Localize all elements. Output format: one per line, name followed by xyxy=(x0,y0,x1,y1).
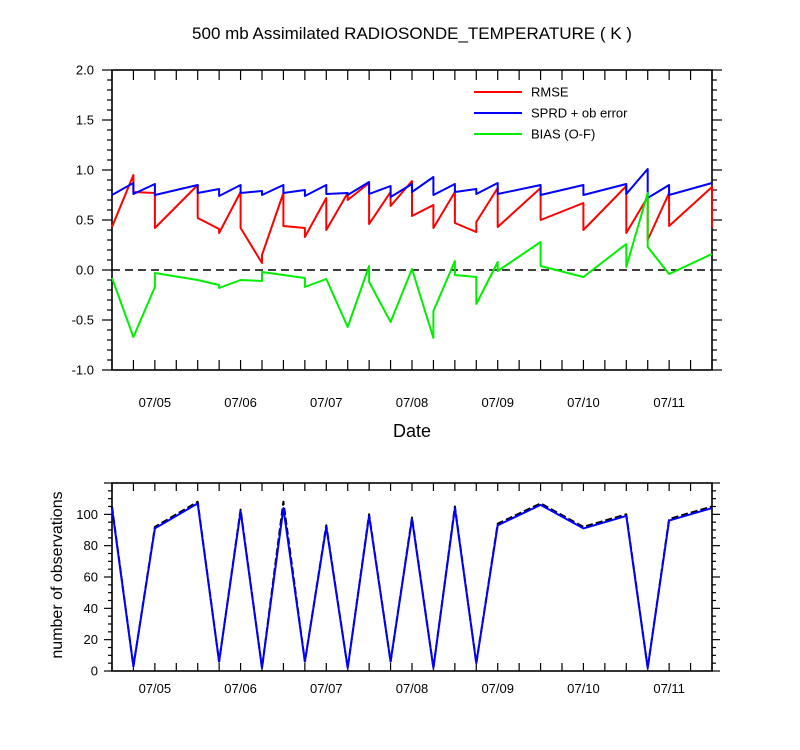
x-tick-label: 07/07 xyxy=(310,395,343,410)
bottom-panel: 07/05 07/06 07/07 07/08 07/09 07/10 07/11 0 20 40… xyxy=(76,482,720,696)
top-panel: 07/05 07/06 07/07 07/08 07/09 07/10 07/11 -1.0 -… xyxy=(72,63,722,410)
y-tick-label: 60 xyxy=(84,570,98,585)
y-tick-label: 40 xyxy=(84,601,98,616)
x-tick-label: 07/06 xyxy=(224,681,257,696)
y-tick-label: 0 xyxy=(91,664,98,679)
series-line-possible-observations xyxy=(111,500,713,669)
y-tick-label: -0.5 xyxy=(72,313,94,328)
y-tick-label: 20 xyxy=(84,632,98,647)
x-tick-label: 07/07 xyxy=(310,681,343,696)
x-tick-label: 07/09 xyxy=(481,681,514,696)
y-tick-label: 100 xyxy=(76,507,98,522)
x-tick-label: 07/08 xyxy=(396,681,429,696)
y-tick-label: 2.0 xyxy=(76,63,94,78)
y-tick-label: -1.0 xyxy=(72,363,94,378)
x-tick-label: 07/11 xyxy=(653,395,685,410)
x-tick-label: 07/08 xyxy=(396,395,429,410)
legend-label-rmse: RMSE xyxy=(531,85,569,100)
x-tick-label: 07/09 xyxy=(481,395,514,410)
x-tick-label: 07/06 xyxy=(224,395,257,410)
x-tick-label: 07/10 xyxy=(567,681,600,696)
x-axis-label: Date xyxy=(393,421,431,441)
series-line-used-observations xyxy=(111,502,713,669)
y-tick-label: 80 xyxy=(84,538,98,553)
legend-label-bias-o-f: BIAS (O-F) xyxy=(531,127,595,142)
series-line-sprd-ob-error xyxy=(111,168,713,199)
legend-label-sprd-ob-error: SPRD + ob error xyxy=(531,106,628,121)
y-tick-label: 1.5 xyxy=(76,113,94,128)
chart-title: 500 mb Assimilated RADIOSONDE_TEMPERATUR… xyxy=(192,24,632,43)
x-tick-label: 07/05 xyxy=(139,681,172,696)
plot-frame xyxy=(111,482,713,672)
series-line-bias-o-f xyxy=(111,192,713,339)
x-tick-label: 07/10 xyxy=(567,395,600,410)
y-tick-label: 0.5 xyxy=(76,213,94,228)
x-tick-label: 07/11 xyxy=(653,681,685,696)
y-tick-label: 0.0 xyxy=(76,263,94,278)
y-tick-label: 1.0 xyxy=(76,163,94,178)
x-tick-label: 07/05 xyxy=(139,395,172,410)
y-axis-label: number of observations xyxy=(49,491,66,658)
